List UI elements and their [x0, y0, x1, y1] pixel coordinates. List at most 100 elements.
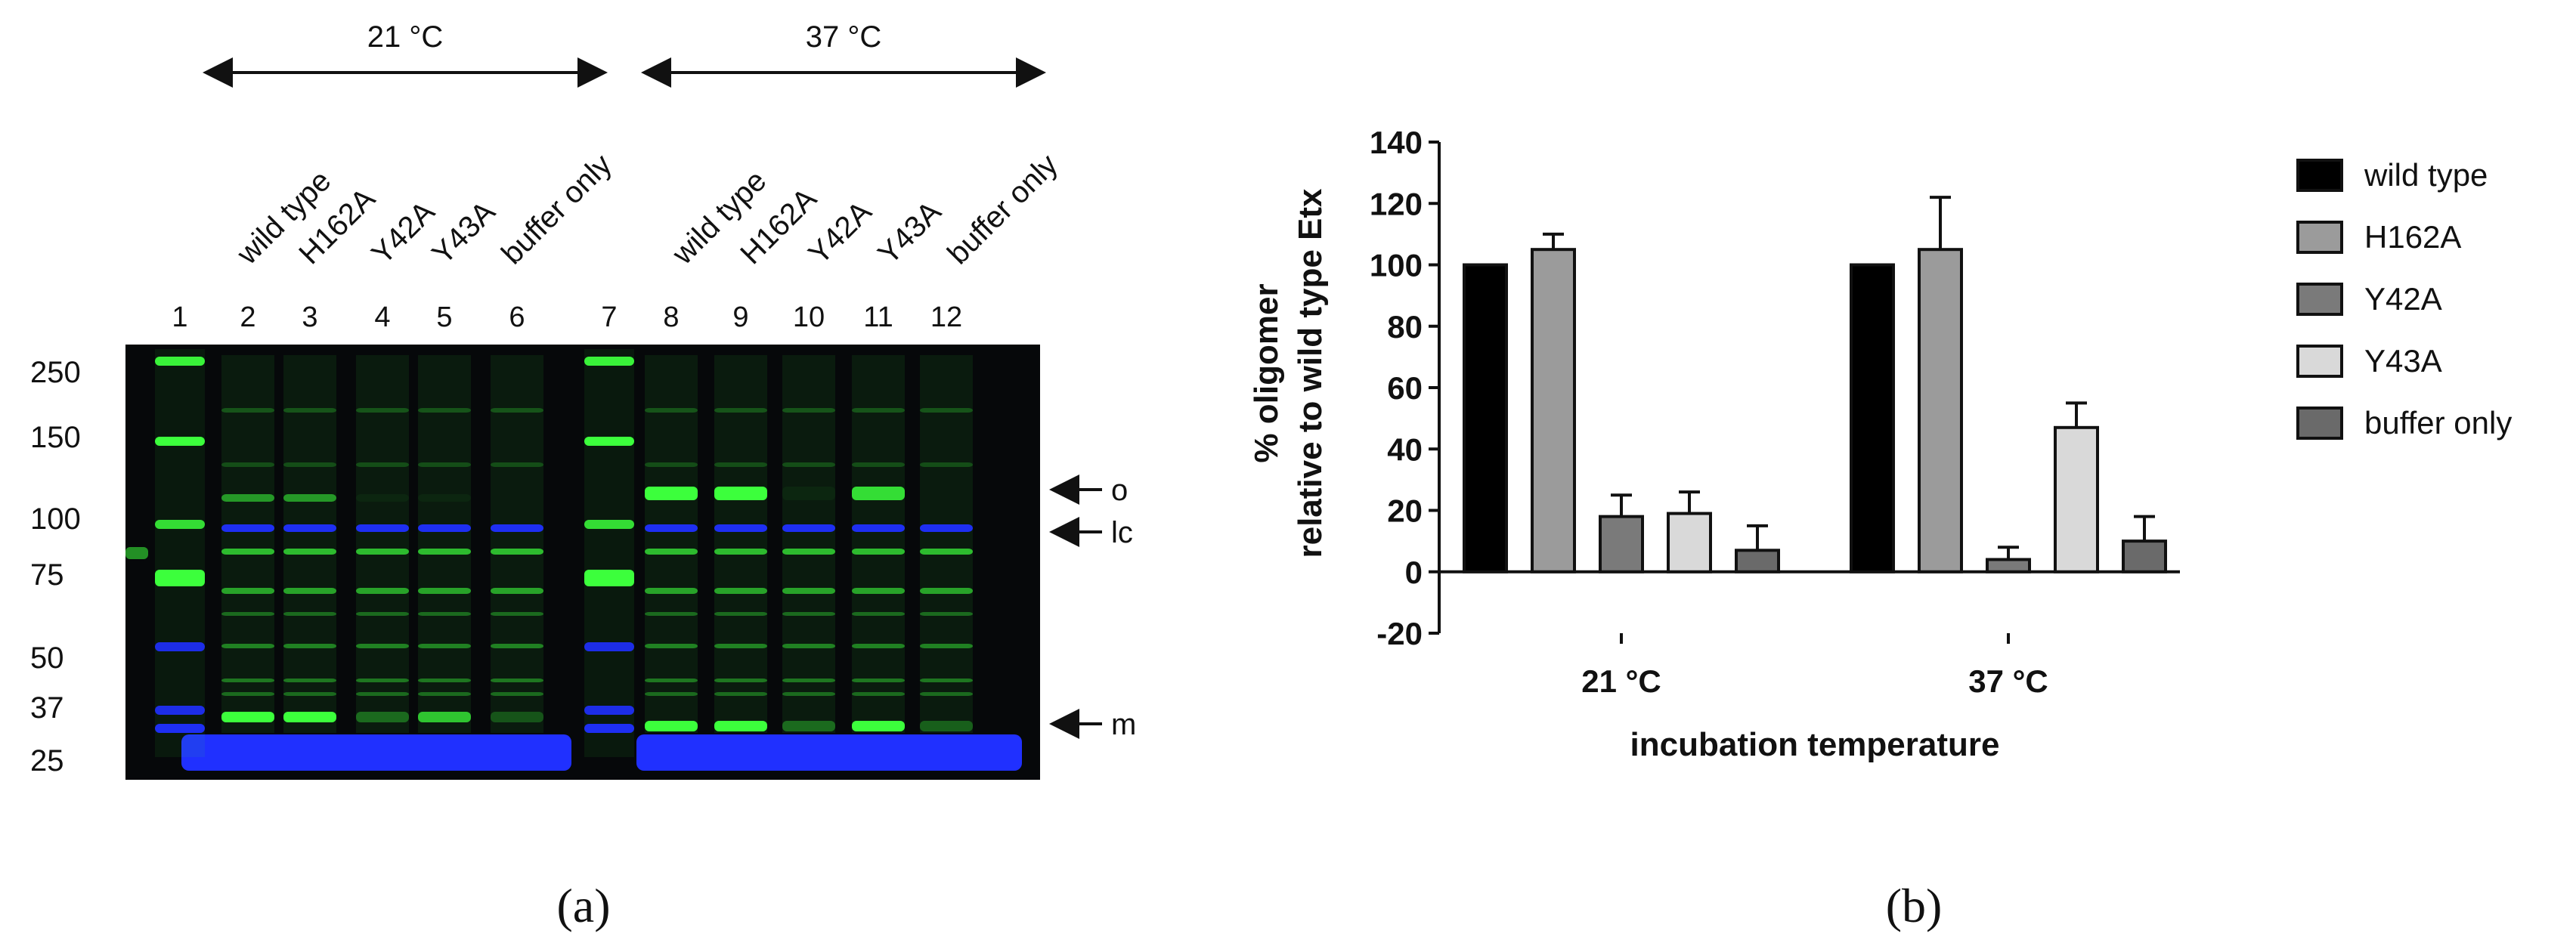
gel-band: [714, 549, 767, 555]
gel-band: [852, 549, 905, 555]
y-tick-label: -20: [1376, 616, 1423, 651]
gel-band: [283, 644, 336, 648]
ladder-band: [155, 570, 205, 586]
ladder-smear: [155, 349, 205, 757]
ladder-band: [155, 642, 205, 651]
oligomer-band: [645, 487, 698, 500]
gel-band: [782, 588, 835, 594]
ladder-band: [584, 570, 634, 586]
bar-y43a: [2054, 425, 2099, 573]
gel-band: [714, 644, 767, 648]
ladder-band: [584, 357, 634, 366]
gel-band: [714, 462, 767, 467]
monomer-band: [782, 721, 835, 731]
gel-band: [782, 644, 835, 648]
gel-band: [645, 679, 698, 682]
y-tick-label: 60: [1387, 370, 1423, 406]
x-axis-ticks: 21 °C 37 °C: [1581, 633, 2048, 699]
oligomer-band: [852, 487, 905, 500]
legend-swatch: [2296, 221, 2343, 254]
sample-name: buffer only: [941, 148, 1064, 271]
sample-name: Y43A: [426, 195, 502, 271]
lc-band: [920, 524, 973, 532]
gel-band: [782, 612, 835, 616]
gel-band: [920, 612, 973, 616]
bar-y42a: [1986, 558, 2031, 573]
gel-band: [920, 462, 973, 467]
gel-band: [491, 692, 543, 696]
lane-numbers: 1 2 3 4 5 6 7 8 9 10 11 12: [172, 301, 962, 333]
temp-label-37: 37 °C: [806, 20, 882, 54]
gel-band: [356, 644, 409, 648]
gel-band: [852, 644, 905, 648]
bar-h162a: [1531, 248, 1576, 573]
oligomer-band: [782, 487, 835, 500]
y-tick-label: 20: [1387, 493, 1423, 529]
gel-band: [356, 679, 409, 682]
gel-band: [645, 612, 698, 616]
gel-band: [491, 612, 543, 616]
monomer-band: [491, 712, 543, 722]
panel-label-a: (a): [556, 879, 610, 932]
ladder-band: [125, 547, 148, 559]
gel-band: [491, 549, 543, 555]
lane-number: 8: [663, 301, 679, 333]
gel-band: [221, 612, 274, 616]
monomer-band: [852, 721, 905, 731]
lane-smear: [491, 355, 543, 733]
y-tick-label: 140: [1370, 125, 1423, 160]
gel-band: [852, 588, 905, 594]
gel-band: [782, 408, 835, 413]
gel-band: [491, 679, 543, 682]
band-label-lc: lc: [1111, 516, 1133, 549]
lane-number: 11: [863, 301, 893, 333]
gel-band: [645, 588, 698, 594]
lane-smear: [782, 355, 835, 733]
gel-band: [920, 588, 973, 594]
lane-number: 1: [172, 301, 187, 333]
gel-band: [221, 679, 274, 682]
lc-band: [418, 524, 471, 532]
lane-number: 6: [509, 301, 525, 333]
gel-band: [645, 549, 698, 555]
ladder-band: [155, 706, 205, 715]
gel-band: [645, 462, 698, 467]
ladder-band: [155, 724, 205, 733]
gel-band: [418, 408, 471, 413]
bar-buffer-only: [2122, 539, 2167, 573]
gel-band: [714, 408, 767, 413]
legend-swatch: [2296, 159, 2343, 192]
y-tick-label: 80: [1387, 309, 1423, 345]
bar-wild-type: [1850, 263, 1895, 573]
gel-band: [714, 612, 767, 616]
dye-front-21: [181, 734, 571, 771]
ladder-smear: [584, 349, 634, 757]
bar-y42a: [1599, 515, 1644, 573]
gel-band: [645, 644, 698, 648]
gel-band: [418, 679, 471, 682]
gel-band: [283, 462, 336, 467]
gel-band: [852, 408, 905, 413]
legend-swatch: [2296, 345, 2343, 378]
ladder-band: [155, 437, 205, 446]
legend-label: wild type: [2364, 157, 2488, 193]
lane-number: 10: [793, 301, 825, 333]
ladder-band: [155, 520, 205, 529]
ladder-band: [155, 357, 205, 366]
gel-band: [852, 679, 905, 682]
oligomer-band: [221, 494, 274, 502]
gel-band: [491, 408, 543, 413]
legend-label: buffer only: [2364, 405, 2512, 441]
monomer-band: [221, 712, 274, 722]
oligomer-band: [714, 487, 767, 500]
lane-number: 4: [374, 301, 390, 333]
gel-band: [852, 692, 905, 696]
bar-buffer-only: [1735, 549, 1780, 573]
mw-marker: 37: [30, 691, 64, 725]
gel-band: [418, 644, 471, 648]
legend-swatch: [2296, 283, 2343, 316]
mw-marker: 100: [30, 502, 81, 536]
lc-band: [491, 524, 543, 532]
mw-marker: 150: [30, 421, 81, 454]
lane-number: 3: [302, 301, 317, 333]
